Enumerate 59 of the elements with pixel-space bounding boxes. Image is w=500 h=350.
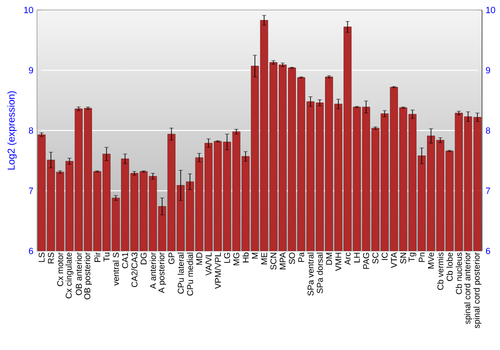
x-tick-label: Cx motor [57,252,64,286]
x-tick-label: SO [288,252,295,264]
x-tick-label: DG [140,252,147,264]
x-tick-label: Cb lobe [446,252,453,281]
x-tick-label: VTA [391,252,397,268]
x-tick-label: Arc [344,252,351,265]
x-tick-label: Pir [94,252,100,262]
x-tick-label: ME [261,252,268,264]
x-tick-label: MD [196,252,202,265]
x-tick-label: CA2/CA3 [131,252,138,288]
x-tick-label: spinal cord anterior [464,252,472,324]
x-tick-label: Cb vermis [437,252,444,290]
x-tick-label: SC [372,252,378,264]
x-tick-label: SPa ventral [307,252,314,296]
x-tick-label: LS [38,252,45,262]
x-tick-label: PAG [363,252,370,269]
y-tick-label: 8 [28,127,34,134]
x-tick-label: A posterior [158,252,166,294]
x-tick-label: Pn [418,252,425,262]
x-tick-label: SCN [270,252,276,270]
y-tick-label: 9 [28,67,34,74]
x-tick-label: SN [400,252,406,264]
x-tick-label: Tg [408,252,416,262]
x-tick-label: VA/VL [205,252,212,276]
y2-tick-label: 10 [486,6,496,14]
y2-tick-label: 9 [486,67,490,74]
x-tick-label: CPu lateral [178,252,184,294]
x-tick-label: Cx cingulate [65,252,74,298]
x-tick-label: DM [326,252,332,265]
y-tick-label: 7 [28,188,34,194]
x-tick-label: spinal cord posterior [473,252,482,328]
x-tick-label: MPA [280,252,286,270]
x-tick-label: Pa [298,252,304,262]
y2-tick-label: 8 [486,127,490,134]
x-tick-label: CPu medial [186,252,194,296]
x-tick-label: MVe [428,252,434,268]
x-tick-label: Cb nucleus [456,252,462,294]
x-tick-label: M [252,252,258,259]
x-tick-label: LH [354,252,360,262]
y-axis-title: Log2 (expression) [7,91,17,170]
x-tick-label: OB anterior [76,252,82,296]
y2-tick-label: 6 [486,248,490,254]
x-tick-label: IC [382,252,388,260]
x-tick-label: GP [168,252,174,264]
x-tick-label: MG [233,252,240,266]
x-tick-label: CA1 [122,252,128,268]
x-tick-label: Tu [104,252,110,262]
y-tick-label: 10 [24,6,34,14]
x-tick-label: VPM/VPL [214,252,221,289]
x-tick-label: VMH [335,252,342,271]
y-tick-label: 6 [28,248,34,254]
x-tick-label: LG [224,252,230,263]
x-tick-label: SPa dorsal [316,252,323,294]
y2-tick-label: 7 [486,188,490,194]
x-tick-label: Hb [242,252,249,262]
x-tick-label: A anterior [150,252,156,289]
x-tick-label: RS [48,252,54,264]
x-tick-label: ventral S [112,252,119,286]
x-tick-label: OB posterior [84,252,92,300]
